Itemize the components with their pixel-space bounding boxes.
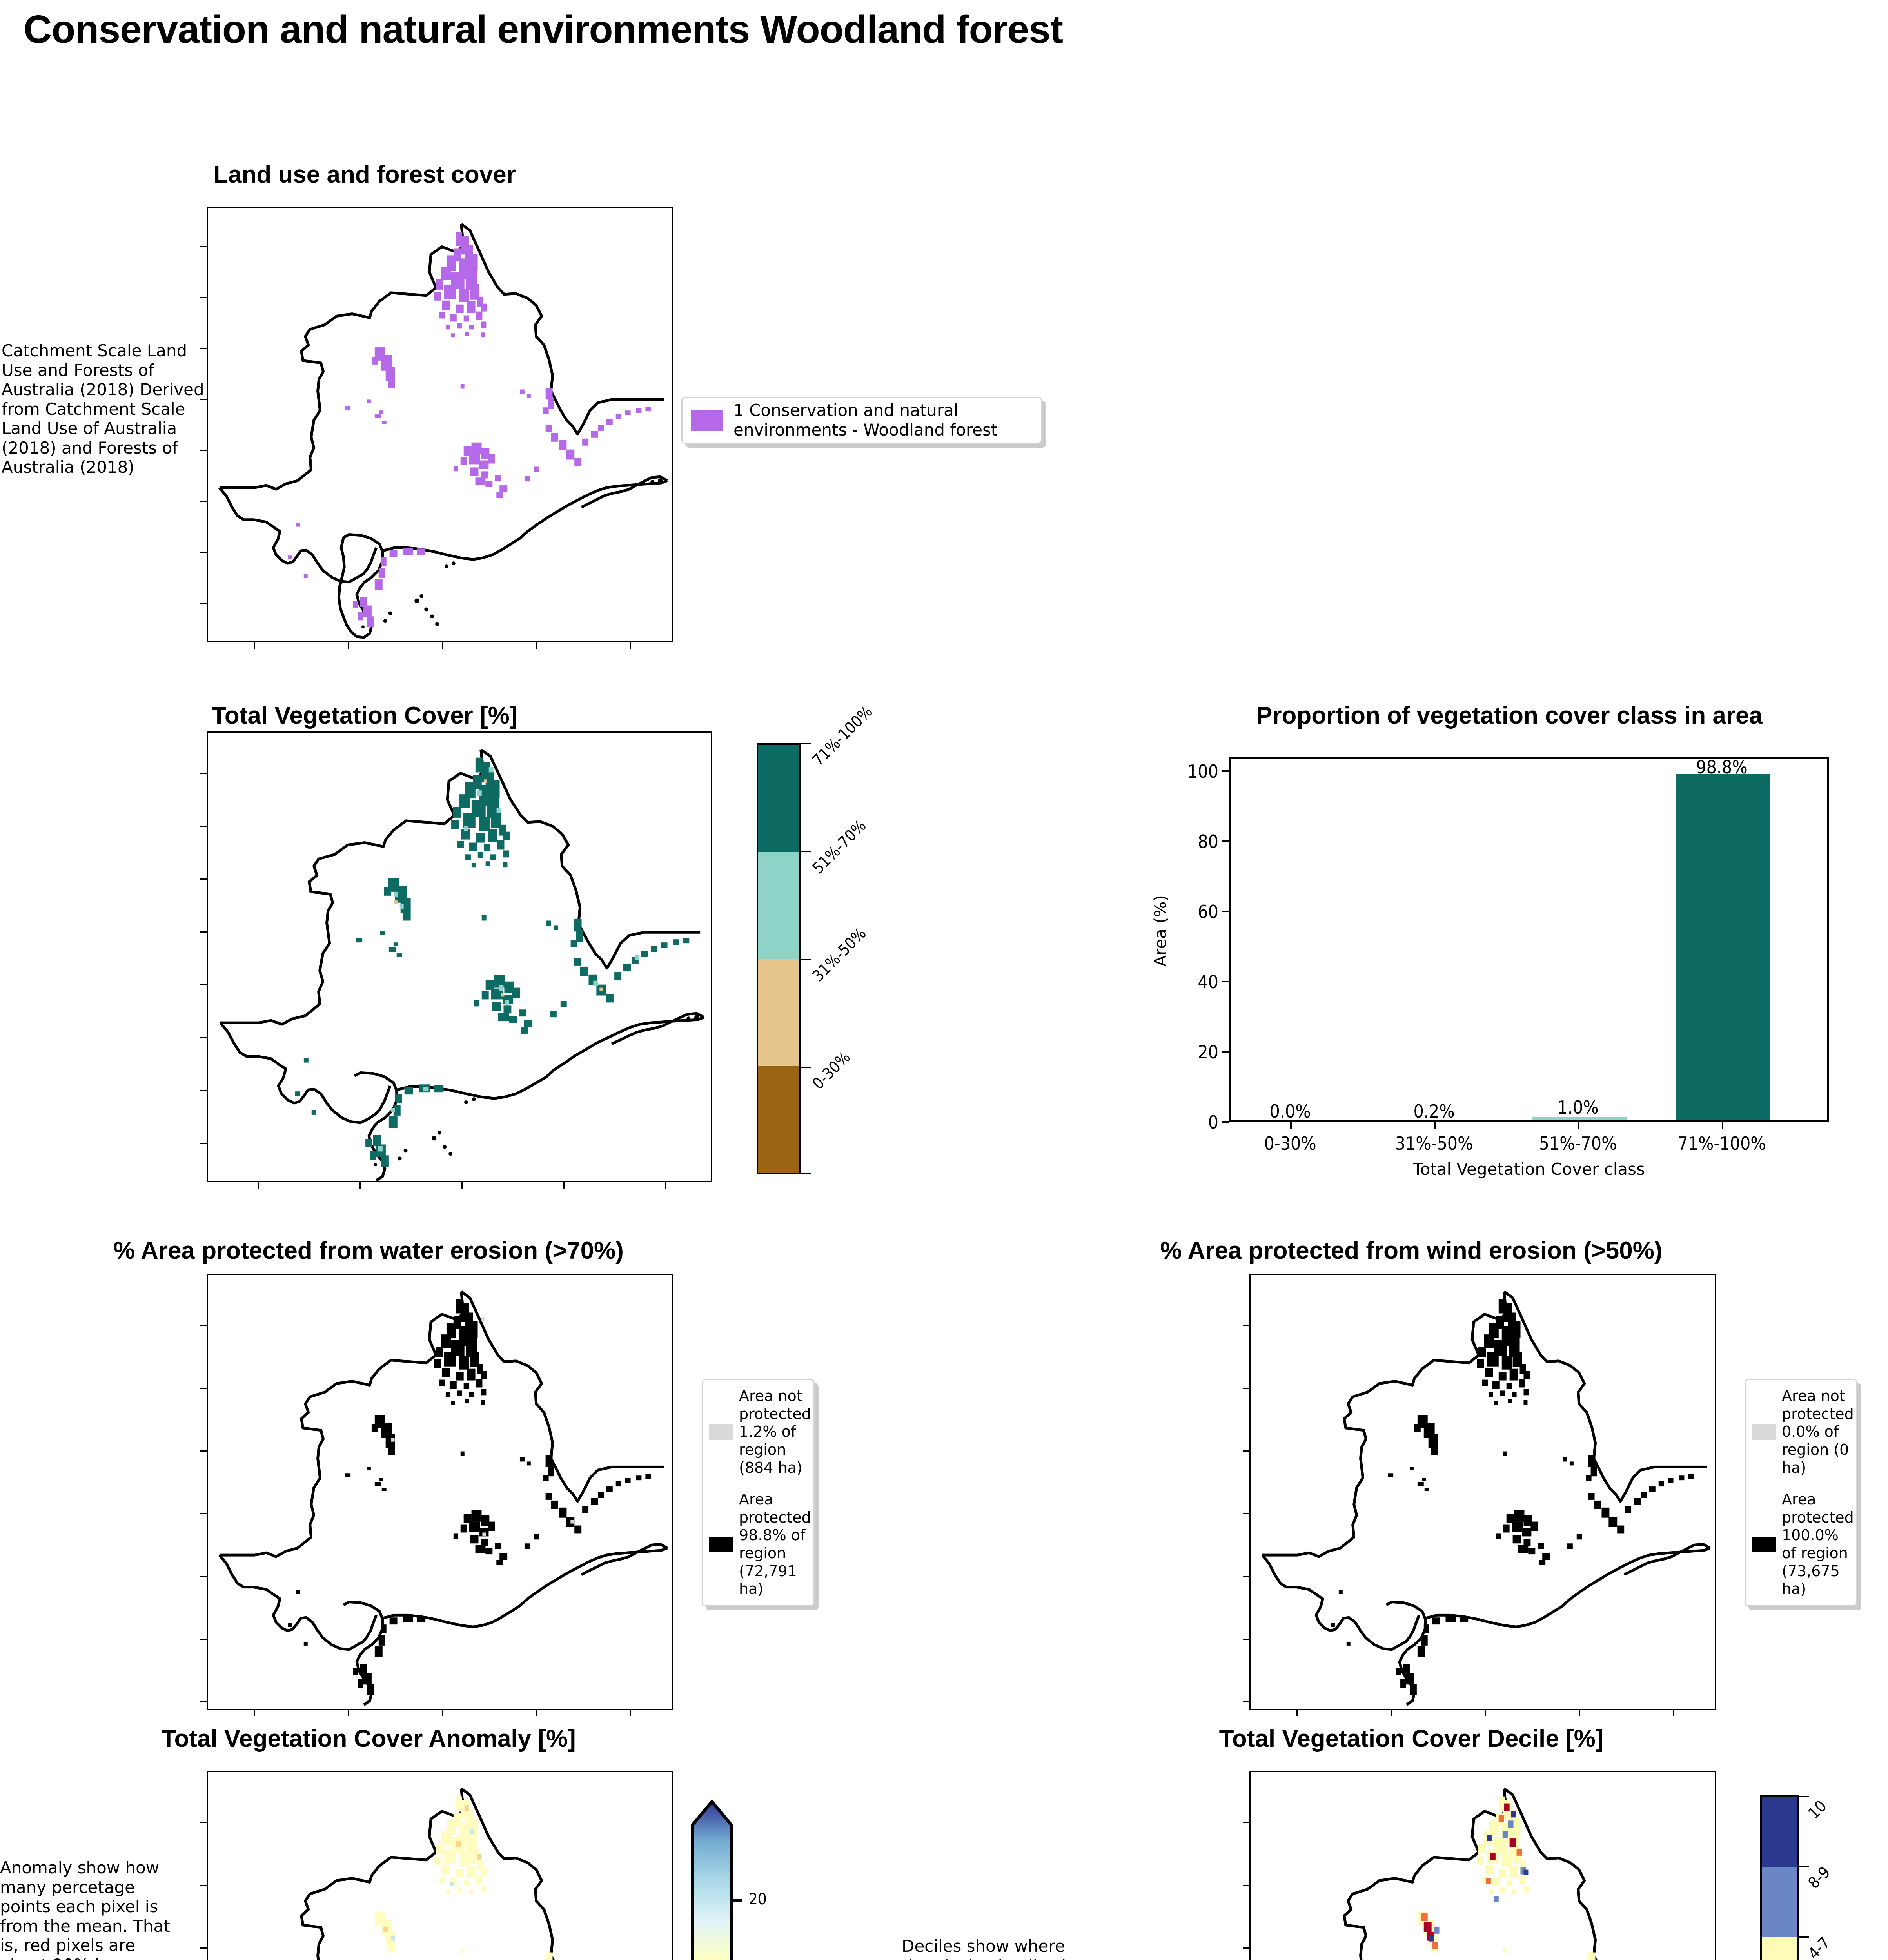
xtick-label-31-50: 31%-50% [1395, 1133, 1473, 1154]
legend-row-not-protected-water: Area not protected 1.2% of region (884 h… [709, 1387, 811, 1477]
xtick-label-0-30: 0-30% [1264, 1133, 1316, 1154]
map-decile-svg [1343, 1787, 1598, 1960]
bar-51-70[interactable] [1532, 1117, 1627, 1120]
map-vegcover[interactable] [207, 731, 712, 1182]
bar-value-0-30: 0.0% [1269, 1101, 1311, 1122]
legend-row-not-protected-wind: Area not protected 0.0% of region (0 ha) [1752, 1387, 1854, 1477]
colorbar-decile-bar [1760, 1795, 1799, 1960]
cbar-seg-0-30 [758, 1066, 799, 1173]
map-landuse[interactable] [207, 207, 673, 642]
bar-chart-xlabel: Total Vegetation Cover class [1413, 1160, 1645, 1179]
legend-landuse[interactable]: 1 Conservation and natural environments … [681, 397, 1042, 444]
map-water-erosion-svg [218, 1290, 668, 1706]
panel-title-water-erosion: % Area protected from water erosion (>70… [113, 1237, 624, 1264]
bar-value-51-70: 1.0% [1557, 1097, 1599, 1118]
cbar-label-71-100: 71%-100% [809, 702, 876, 770]
cbar-decile-label-4-7: 4-7 [1804, 1934, 1834, 1960]
bar-chart-ylabel: Area (%) [1151, 895, 1170, 967]
map-decile[interactable] [1249, 1771, 1716, 1960]
colorbar-anomaly-svg [691, 1799, 742, 1960]
cbar-tick-3 [801, 1067, 811, 1068]
bar-chart[interactable]: Proportion of vegetation cover class in … [1149, 702, 1870, 1196]
cbar-decile-tick-8-9 [1799, 1866, 1809, 1867]
ytick-label-80: 80 [1198, 831, 1218, 852]
cbar-tick-2 [801, 959, 811, 960]
colorbar-anomaly-label-10: 10 [749, 1958, 767, 1960]
anomaly-note: Anomaly show how many percetage points e… [0, 1858, 170, 1960]
legend-label-protected-wind: Area protected 100.0% of region (73,675 … [1782, 1491, 1854, 1598]
cbar-seg-8-9 [1762, 1867, 1797, 1937]
panel-title-wind-erosion: % Area protected from wind erosion (>50%… [1160, 1237, 1663, 1264]
map-anomaly[interactable] [207, 1771, 673, 1960]
legend-swatch-not-protected-wind [1752, 1424, 1776, 1440]
bar-71-100[interactable] [1676, 774, 1770, 1120]
legend-label-woodland: 1 Conservation and natural environments … [733, 400, 998, 439]
cbar-decile-label-10: 10 [1804, 1797, 1830, 1823]
decile-note: Deciles show where the pixel value lies … [902, 1936, 1077, 1960]
bar-chart-title: Proportion of vegetation cover class in … [1256, 702, 1763, 729]
legend-swatch-protected-water [709, 1536, 733, 1552]
panel-title-anomaly: Total Vegetation Cover Anomaly [%] [161, 1725, 576, 1752]
cbar-tick-1 [801, 851, 811, 852]
map-landuse-svg [218, 223, 668, 639]
legend-row-protected-wind: Area protected 100.0% of region (73,675 … [1752, 1491, 1854, 1598]
cbar-label-0-30: 0-30% [809, 1048, 854, 1093]
panel-title-vegcover: Total Vegetation Cover [%] [211, 702, 518, 729]
legend-swatch-not-protected-water [709, 1424, 733, 1440]
cbar-tick-top [801, 743, 811, 744]
legend-swatch-protected-wind [1752, 1536, 1776, 1552]
xtick-label-71-100: 71%-100% [1677, 1133, 1766, 1154]
xtick-label-51-70: 51%-70% [1539, 1133, 1617, 1154]
cbar-seg-71-100 [758, 745, 799, 852]
landuse-source-note: Catchment Scale Land Use and Forests of … [2, 341, 204, 477]
colorbar-anomaly-label-20: 20 [749, 1890, 767, 1908]
colorbar-vegcover[interactable]: 71%-100% 51%-70% 31%-50% 0-30% [757, 702, 1000, 1174]
colorbar-decile[interactable]: 10 8-9 4-7 2-3 1 [1760, 1795, 1878, 1960]
legend-water-erosion[interactable]: Area not protected 1.2% of region (884 h… [702, 1379, 815, 1606]
legend-label-protected-water: Area protected 98.8% of region (72,791 h… [739, 1491, 811, 1598]
bar-value-31-50: 0.2% [1413, 1101, 1455, 1122]
legend-row-landuse: 1 Conservation and natural environments … [691, 401, 1032, 440]
ytick-label-60: 60 [1198, 901, 1218, 922]
panel-title-decile: Total Vegetation Cover Decile [%] [1219, 1725, 1604, 1752]
legend-label-not-protected-wind: Area not protected 0.0% of region (0 ha) [1782, 1387, 1854, 1476]
legend-row-protected-water: Area protected 98.8% of region (72,791 h… [709, 1491, 811, 1598]
cbar-decile-tick-4-7 [1799, 1936, 1809, 1938]
legend-wind-erosion[interactable]: Area not protected 0.0% of region (0 ha)… [1745, 1379, 1857, 1606]
colorbar-vegcover-bar [757, 743, 801, 1174]
map-wind-erosion-svg [1261, 1290, 1711, 1706]
map-wind-erosion[interactable] [1249, 1274, 1716, 1710]
ytick-label-100: 100 [1187, 761, 1218, 782]
cbar-seg-4-7 [1762, 1937, 1797, 1960]
cbar-decile-label-8-9: 8-9 [1804, 1863, 1834, 1893]
legend-wind-erosion-stack: Area not protected 0.0% of region (0 ha)… [1752, 1387, 1854, 1598]
cbar-seg-51-70 [758, 852, 799, 959]
map-vegcover-svg [219, 748, 705, 1181]
legend-label-not-protected-water: Area not protected 1.2% of region (884 h… [739, 1387, 811, 1476]
map-water-erosion[interactable] [207, 1274, 673, 1710]
panel-title-landuse: Land use and forest cover [213, 161, 516, 188]
ytick-label-20: 20 [1198, 1042, 1218, 1063]
cbar-seg-31-50 [758, 959, 799, 1066]
ytick-label-40: 40 [1198, 971, 1218, 993]
legend-water-erosion-stack: Area not protected 1.2% of region (884 h… [709, 1387, 811, 1598]
cbar-seg-10 [1762, 1797, 1797, 1867]
map-anomaly-svg [300, 1787, 555, 1960]
cbar-label-51-70: 51%-70% [809, 817, 870, 878]
cbar-tick-bot [801, 1173, 811, 1174]
page-title: Conservation and natural environments Wo… [24, 7, 1063, 51]
legend-swatch-woodland [691, 410, 723, 431]
cbar-decile-tick-10 [1799, 1796, 1809, 1797]
bar-value-71-100: 98.8% [1696, 757, 1748, 778]
ytick-label-0: 0 [1208, 1112, 1218, 1133]
colorbar-anomaly[interactable]: 20 10 0 −10 −20 [690, 1799, 855, 1960]
bar-chart-plot [1229, 757, 1829, 1122]
cbar-label-31-50: 31%-50% [809, 924, 870, 985]
